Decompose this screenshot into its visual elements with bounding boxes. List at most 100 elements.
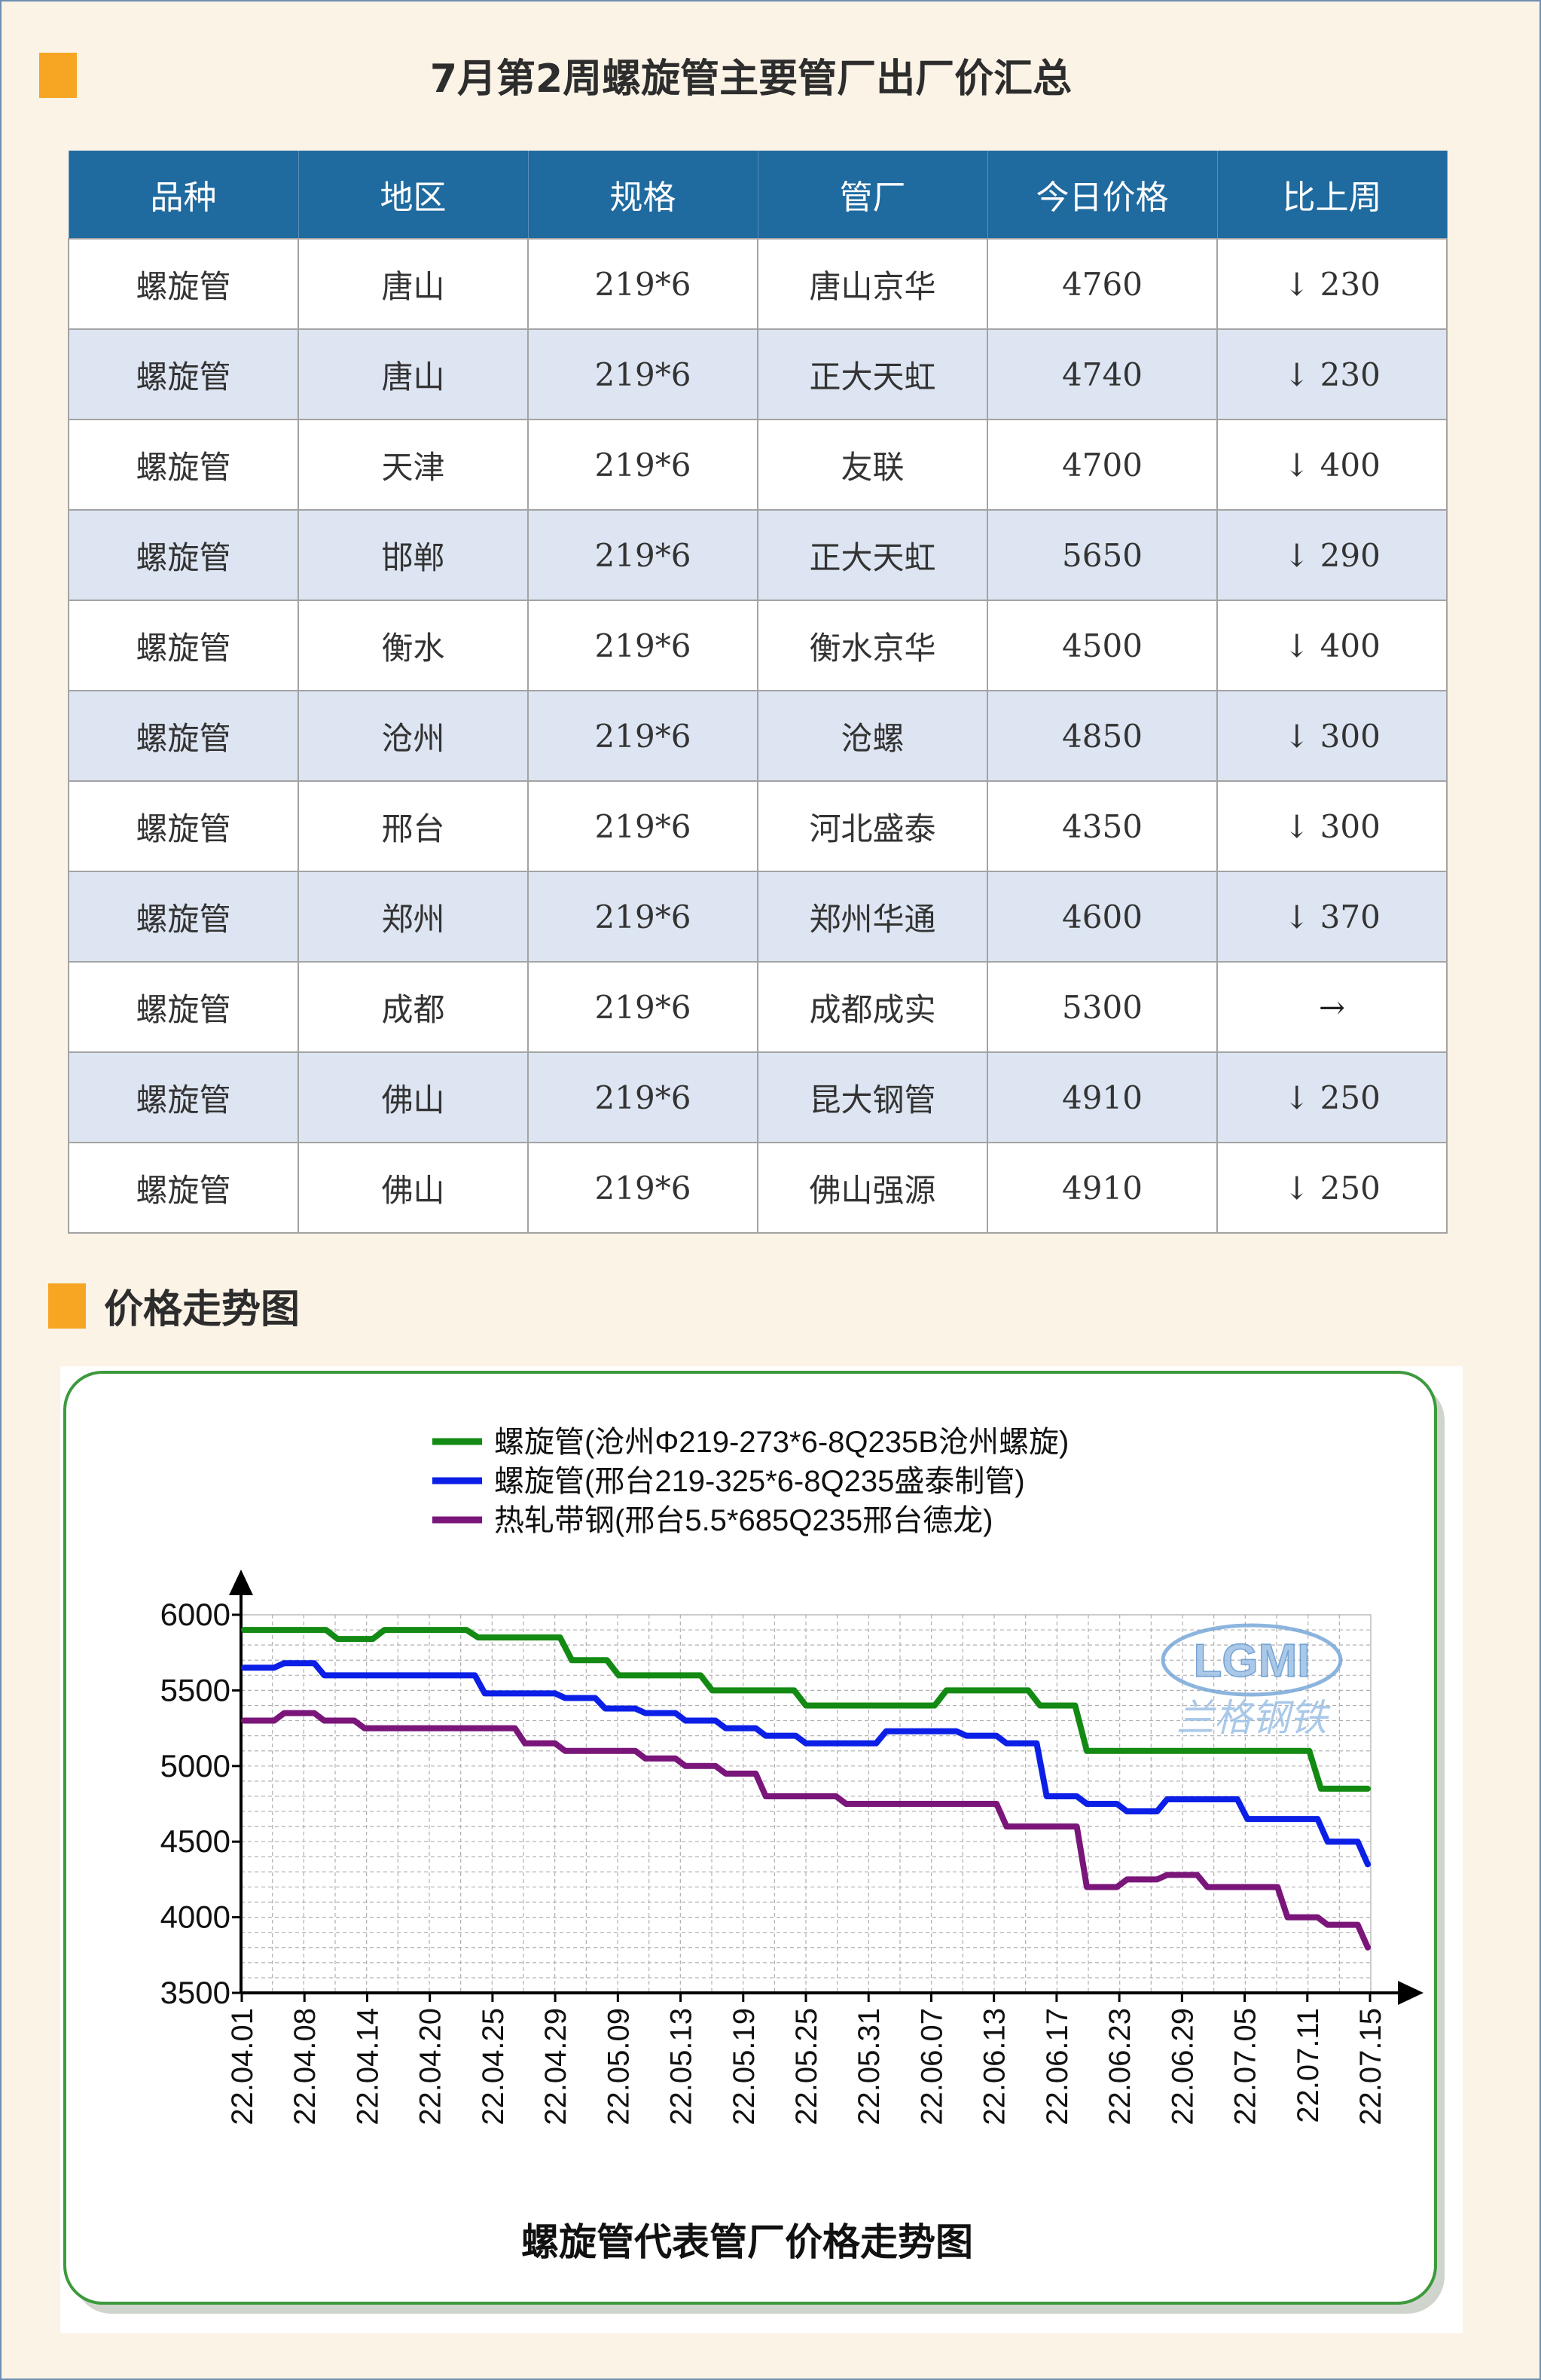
legend-label-3: 热轧带钢(邢台5.5*685Q235邢台德龙) xyxy=(494,1504,993,1537)
series-line-1 xyxy=(241,1627,1371,1792)
trend-header: 价格走势图 xyxy=(48,1277,300,1334)
cell-variety: 螺旋管 xyxy=(68,780,299,872)
cell-spec: 219*6 xyxy=(527,600,758,691)
cell-spec: 219*6 xyxy=(527,871,758,963)
cell-variety: 螺旋管 xyxy=(68,961,299,1053)
x-tick-label: 22.06.23 xyxy=(1103,2008,1137,2125)
y-tick-label: 3500 xyxy=(160,1975,230,2010)
cell-spec: 219*6 xyxy=(527,238,758,330)
x-tick-label: 22.06.17 xyxy=(1041,2008,1074,2125)
cell-spec: 219*6 xyxy=(527,419,758,511)
cell-mill: 昆大钢管 xyxy=(757,1051,988,1143)
cell-variety: 螺旋管 xyxy=(68,509,299,601)
cell-change: ↓ 400 xyxy=(1216,600,1448,691)
x-tick-label: 22.05.25 xyxy=(790,2008,823,2125)
cell-price: 4350 xyxy=(987,780,1218,872)
table-row: 螺旋管 唐山 219*6 唐山京华 4760 ↓ 230 xyxy=(68,238,1448,330)
y-tick-label: 4000 xyxy=(160,1899,230,1935)
summary-header: 7月第2周螺旋管主要管厂出厂价汇总 xyxy=(39,47,1470,103)
cell-region: 佛山 xyxy=(298,1142,529,1234)
cell-mill: 郑州华通 xyxy=(757,871,988,963)
cell-price: 4910 xyxy=(987,1142,1218,1234)
cell-price: 4760 xyxy=(987,238,1218,330)
x-tick-label: 22.04.25 xyxy=(477,2008,510,2125)
table-row: 螺旋管 佛山 219*6 昆大钢管 4910 ↓ 250 xyxy=(68,1051,1448,1143)
y-tick-label: 5500 xyxy=(160,1672,230,1707)
cell-spec: 219*6 xyxy=(527,1051,758,1143)
cell-spec: 219*6 xyxy=(527,1142,758,1234)
price-table: 品种 地区 规格 管厂 今日价格 比上周 螺旋管 唐山 219*6 唐山京华 4760 ↓… xyxy=(68,151,1448,1234)
cell-region: 衡水 xyxy=(298,600,529,691)
cell-mill: 佛山强源 xyxy=(757,1142,988,1234)
chart-title: 螺旋管代表管厂价格走势图 xyxy=(521,2220,973,2264)
cell-change: ↓ 290 xyxy=(1216,509,1448,601)
cell-change: ↓ 300 xyxy=(1216,690,1448,782)
cell-region: 唐山 xyxy=(298,328,529,420)
cell-change: ↓ 300 xyxy=(1216,780,1448,872)
x-tick-label: 22.05.13 xyxy=(665,2008,698,2125)
cell-mill: 河北盛泰 xyxy=(757,780,988,872)
cell-mill: 衡水京华 xyxy=(757,600,988,691)
cell-price: 4500 xyxy=(987,600,1218,691)
cell-spec: 219*6 xyxy=(527,690,758,782)
cell-variety: 螺旋管 xyxy=(68,690,299,782)
cell-mill: 唐山京华 xyxy=(757,238,988,330)
trend-chart: 6000 5500 5000 4500 4000 3500 22.04.01 22.04.08… xyxy=(60,1366,1463,2333)
legend-label-1: 螺旋管(沧州Φ219-273*6-8Q235B沧州螺旋) xyxy=(494,1426,1069,1459)
x-tick-label: 22.07.05 xyxy=(1229,2008,1262,2125)
x-tick-label: 22.04.08 xyxy=(288,2008,322,2125)
watermark-logo-ring xyxy=(1161,1623,1343,1697)
cell-spec: 219*6 xyxy=(527,328,758,420)
x-tick-label: 22.05.19 xyxy=(728,2008,761,2125)
cell-spec: 219*6 xyxy=(527,509,758,601)
cell-change: ↓ 400 xyxy=(1216,419,1448,511)
cell-change: ↓ 250 xyxy=(1216,1051,1448,1143)
cell-mill: 沧螺 xyxy=(757,690,988,782)
x-tick-label: 22.04.01 xyxy=(226,2008,259,2125)
cell-variety: 螺旋管 xyxy=(68,871,299,963)
cell-change: → xyxy=(1216,961,1448,1053)
cell-price: 4740 xyxy=(987,328,1218,420)
watermark-text: 兰格钢铁 xyxy=(1176,1696,1331,1740)
cell-region: 郑州 xyxy=(298,871,529,963)
column-header-spec: 规格 xyxy=(527,151,758,239)
cell-region: 成都 xyxy=(298,961,529,1053)
section-marker xyxy=(39,52,77,98)
x-tick-label: 22.04.14 xyxy=(351,2008,384,2125)
cell-region: 沧州 xyxy=(298,690,529,782)
x-tick-label: 22.07.15 xyxy=(1354,2008,1387,2125)
series-line-3 xyxy=(241,1710,1371,1951)
table-row: 螺旋管 天津 219*6 友联 4700 ↓ 400 xyxy=(68,419,1448,511)
cell-change: ↓ 230 xyxy=(1216,238,1448,330)
x-tick-label: 22.05.09 xyxy=(602,2008,635,2125)
table-row: 螺旋管 沧州 219*6 沧螺 4850 ↓ 300 xyxy=(68,690,1448,782)
cell-price: 4910 xyxy=(987,1051,1218,1143)
cell-mill: 友联 xyxy=(757,419,988,511)
x-tick-label: 22.04.20 xyxy=(414,2008,447,2125)
table-row: 螺旋管 唐山 219*6 正大天虹 4740 ↓ 230 xyxy=(68,328,1448,420)
cell-variety: 螺旋管 xyxy=(68,419,299,511)
table-row: 螺旋管 成都 219*6 成都成实 5300 → xyxy=(68,961,1448,1053)
cell-region: 邢台 xyxy=(298,780,529,872)
column-header-change: 比上周 xyxy=(1216,151,1448,239)
column-header-mill: 管厂 xyxy=(757,151,988,239)
table-row: 螺旋管 衡水 219*6 衡水京华 4500 ↓ 400 xyxy=(68,600,1448,691)
section-title: 价格走势图 xyxy=(104,1287,301,1332)
table-row: 螺旋管 佛山 219*6 佛山强源 4910 ↓ 250 xyxy=(68,1142,1448,1234)
x-axis-arrow xyxy=(1398,1981,1424,2005)
cell-price: 5650 xyxy=(987,509,1218,601)
column-header-price: 今日价格 xyxy=(987,151,1218,239)
cell-region: 天津 xyxy=(298,419,529,511)
column-header-variety: 品种 xyxy=(68,151,299,239)
series-line-2 xyxy=(241,1660,1371,1868)
x-tick-label: 22.04.29 xyxy=(539,2008,572,2125)
cell-region: 唐山 xyxy=(298,238,529,330)
page-title: 7月第2周螺旋管主要管厂出厂价汇总 xyxy=(429,56,1073,102)
x-tick-label: 22.05.31 xyxy=(853,2008,886,2125)
section-marker xyxy=(48,1283,86,1329)
cell-change: ↓ 230 xyxy=(1216,328,1448,420)
cell-change: ↓ 370 xyxy=(1216,871,1448,963)
cell-price: 5300 xyxy=(987,961,1218,1053)
legend-label-2: 螺旋管(邢台219-325*6-8Q235盛泰制管) xyxy=(494,1465,1025,1498)
